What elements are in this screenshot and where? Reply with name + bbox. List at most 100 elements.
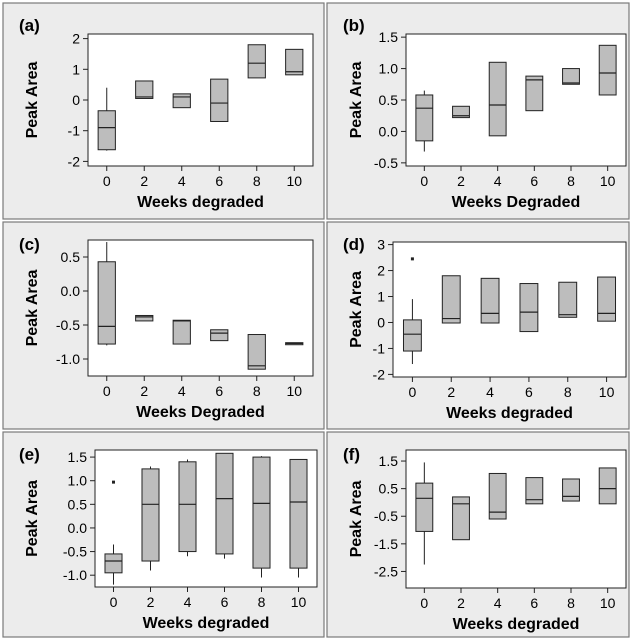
- x-axis-title: Weeks degraded: [453, 616, 580, 633]
- y-tick-label: -1: [68, 123, 81, 139]
- box-body: [480, 277, 500, 324]
- x-axis-title: Weeks degraded: [143, 615, 270, 632]
- box-body: [598, 44, 617, 96]
- box-body: [135, 314, 154, 322]
- y-tick-label: 1.0: [68, 473, 88, 489]
- y-tick-label: 1: [377, 289, 385, 305]
- x-tick-label: 10: [286, 173, 302, 189]
- x-tick-label: 10: [599, 384, 615, 400]
- x-tick-label: 10: [600, 173, 616, 189]
- box-body: [210, 329, 229, 342]
- box-body: [488, 472, 507, 520]
- y-tick-label: 0: [72, 92, 80, 108]
- panel-f: (f) -2.5 -1.5 -0.5 0.5 1.5 0 2 4 6 8 10 Weeks degrad…: [326, 431, 630, 638]
- box-2: [452, 105, 470, 119]
- y-tick-label: -2: [68, 153, 81, 169]
- y-tick-label: 3: [377, 237, 385, 253]
- box-body: [598, 467, 617, 505]
- panel-e: (e) -1.0 -0.5 0.0 0.5 1.0 1.5 0 2 4 6 8 10 Weeks degr…: [2, 431, 325, 638]
- x-tick-label: 6: [525, 384, 533, 400]
- box-body: [289, 458, 308, 569]
- x-tick-label: 8: [567, 595, 575, 611]
- box-2: [141, 466, 160, 571]
- box-8: [252, 456, 271, 578]
- y-tick-label: -1.5: [374, 536, 398, 552]
- x-tick-label: 10: [291, 594, 307, 610]
- panel-b: (b) -0.5 0.0 0.5 1.0 1.5 0 2 4 6 8 10 Weeks Degraded…: [326, 2, 630, 220]
- box-6: [210, 329, 229, 342]
- box-6: [525, 477, 544, 505]
- outlier-point: [112, 480, 115, 484]
- x-tick-label: 10: [600, 595, 616, 611]
- box-body: [97, 110, 116, 151]
- x-tick-label: 6: [530, 173, 538, 189]
- y-tick-label: 1: [72, 61, 80, 77]
- y-tick-label: -1.0: [56, 351, 80, 367]
- x-tick-label: 4: [486, 384, 494, 400]
- x-tick-label: 10: [286, 383, 302, 399]
- box-6: [210, 78, 229, 122]
- box-body: [525, 75, 544, 112]
- x-tick-label: 0: [420, 595, 428, 611]
- x-tick-label: 8: [253, 173, 261, 189]
- box-body: [415, 94, 434, 142]
- x-tick-label: 0: [103, 173, 111, 189]
- box-body: [402, 319, 422, 352]
- x-tick-label: 4: [178, 383, 186, 399]
- y-tick-label: -2: [373, 366, 386, 382]
- panel-d: (d) -2 -1 0 1 2 3 0 2 4 6 8 10 Weeks degraded Peak Are…: [326, 221, 630, 430]
- box-2: [452, 496, 470, 541]
- y-axis-title: Peak Area: [348, 481, 365, 558]
- x-tick-label: 0: [420, 173, 428, 189]
- y-axis-title: Peak Area: [348, 62, 365, 139]
- x-tick-label: 8: [258, 594, 266, 610]
- outlier-point: [410, 257, 414, 261]
- box-body: [172, 319, 191, 345]
- box-body: [597, 276, 617, 322]
- x-axis-title: Weeks degraded: [137, 194, 264, 211]
- box-body: [135, 80, 154, 99]
- plot-area: [87, 33, 314, 167]
- x-tick-label: 6: [221, 594, 229, 610]
- y-tick-label: 0.0: [68, 520, 88, 536]
- box-body: [452, 496, 470, 541]
- x-tick-label: 4: [184, 594, 192, 610]
- y-tick-label: 0.5: [61, 249, 81, 265]
- box-body: [210, 78, 229, 122]
- box-0: [97, 242, 116, 346]
- box-8: [247, 334, 266, 370]
- box-body: [172, 93, 191, 109]
- panel-c: (c) -1.0 -0.5 0.0 0.5 0 2 4 6 8 10 Weeks Degraded Pe…: [2, 221, 325, 430]
- box-4: [178, 459, 197, 557]
- box-4: [480, 277, 500, 324]
- x-tick-label: 0: [110, 594, 118, 610]
- panel-label: (d): [343, 235, 365, 254]
- y-tick-label: 0.5: [68, 496, 88, 512]
- x-axis-title: Weeks Degraded: [136, 404, 265, 421]
- x-axis-title: Weeks degraded: [446, 405, 573, 422]
- box-body: [141, 468, 160, 562]
- plot-area: [87, 239, 314, 377]
- x-tick-label: 2: [457, 173, 465, 189]
- box-0: [402, 257, 422, 365]
- y-axis-title: Peak Area: [24, 480, 41, 557]
- y-tick-label: -0.5: [374, 155, 398, 171]
- box-0: [97, 87, 116, 151]
- x-tick-label: 8: [567, 173, 575, 189]
- box-body: [415, 482, 434, 532]
- box-body: [488, 61, 507, 137]
- x-axis-title: Weeks Degraded: [452, 194, 581, 211]
- box-2: [441, 275, 461, 324]
- y-tick-label: -1: [373, 340, 386, 356]
- y-tick-label: -0.5: [56, 317, 80, 333]
- box-4: [488, 61, 507, 137]
- box-8: [562, 478, 580, 502]
- panel-label: (f): [343, 445, 360, 464]
- box-10: [285, 342, 304, 346]
- y-tick-label: -1.0: [63, 567, 87, 583]
- box-body: [452, 105, 470, 119]
- box-4: [172, 93, 191, 109]
- box-body: [441, 275, 461, 324]
